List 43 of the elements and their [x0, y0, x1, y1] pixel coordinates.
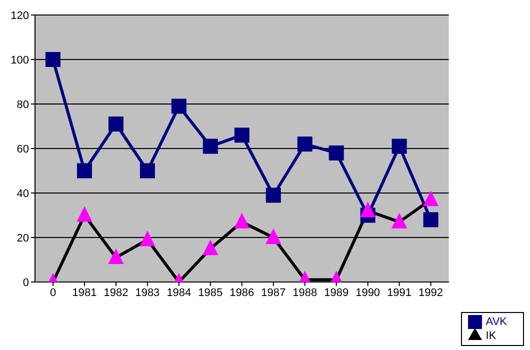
- x-tick-label: 1989: [324, 286, 349, 299]
- x-tick-label: 0: [50, 286, 56, 299]
- point: [171, 98, 186, 114]
- point: [297, 136, 312, 152]
- x-tick-label: 1981: [72, 286, 97, 299]
- point: [392, 138, 407, 154]
- y-tick-label: 120: [10, 10, 29, 22]
- point: [266, 229, 281, 244]
- point: [234, 213, 250, 228]
- point: [140, 163, 155, 178]
- point: [423, 212, 438, 228]
- point: [202, 240, 218, 256]
- y-tick-label: 100: [10, 54, 29, 66]
- x-tick-label: 1987: [261, 286, 286, 299]
- point: [234, 128, 250, 143]
- point: [423, 191, 438, 206]
- point: [140, 231, 155, 246]
- point: [392, 213, 407, 228]
- x-tick-label: 1988: [292, 286, 318, 299]
- point: [108, 249, 124, 264]
- x-tick-label: 1983: [135, 286, 160, 299]
- point: [202, 138, 218, 154]
- x-tick-label: 1985: [198, 286, 223, 299]
- y-tick-label: 20: [16, 232, 29, 244]
- point: [76, 163, 92, 178]
- x-tick-label: 1986: [230, 286, 254, 299]
- legend-label: IK: [486, 330, 496, 342]
- y-tick-label: 0: [22, 276, 29, 289]
- y-tick-label: 60: [16, 143, 29, 156]
- point: [76, 206, 92, 222]
- x-tick-label: 1982: [104, 286, 128, 299]
- y-tick-label: 80: [16, 98, 29, 111]
- point: [266, 188, 281, 203]
- x-tick-label: 1984: [166, 286, 192, 299]
- point: [46, 52, 60, 67]
- x-tick-label: 1991: [387, 286, 412, 299]
- x-tick-label: 1992: [418, 286, 444, 299]
- point: [108, 116, 124, 132]
- legend-label: AVK: [486, 316, 507, 328]
- y-tick-label: 40: [16, 188, 29, 200]
- point: [328, 145, 344, 160]
- x-tick-label: 1990: [356, 286, 380, 299]
- point: [360, 202, 376, 218]
